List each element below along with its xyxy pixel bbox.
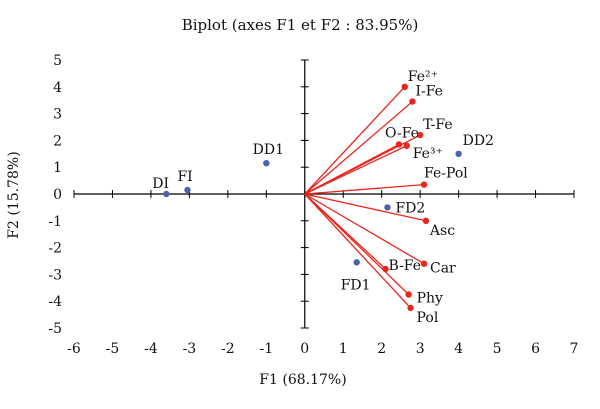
y-tick-label: -1 [48,214,62,230]
observation-point [163,190,170,198]
x-tick-label: 1 [339,341,348,357]
variable-point [403,142,410,149]
point-label: DD2 [463,133,494,149]
y-tick-label: 5 [53,53,62,69]
vector-Car [304,193,425,265]
y-tick-label: -2 [48,241,62,257]
variable-point [395,141,403,148]
vector-Fe²⁺ [304,86,406,195]
vector-Fe-Pol [304,183,425,195]
x-tick-label: -1 [259,341,273,357]
x-tick-label: 5 [493,341,502,357]
y-tick-label: 2 [53,133,62,149]
point-label: Fe³⁺ [413,146,443,162]
variable-vectors [304,86,427,309]
point-label: DD1 [253,142,284,158]
point-label: Asc [429,223,455,239]
observation-point [384,204,391,211]
point-label: FI [177,169,192,185]
point-label: Car [430,261,456,277]
variable-point [422,217,430,224]
point-labels: Fe²⁺I-Fe T-FeO-Fe Fe³⁺ Fe-Pol Asc B-Fe Car Phy P… [152,69,494,326]
variable-point [401,83,408,91]
y-tick-label: -3 [48,267,62,283]
observation-point [184,186,191,194]
observation-point [455,150,462,157]
variable-point [420,260,428,267]
variable-point [409,98,416,105]
x-tick-label: -5 [106,341,120,357]
vector-Fe³⁺ [304,145,407,195]
x-tick-label: -4 [144,341,158,357]
variable-point [382,265,389,273]
x-tick-label: -3 [183,341,197,357]
vector-Asc [304,193,427,222]
point-label: FD2 [395,200,425,216]
point-label: Pol [417,310,439,326]
y-tick-label: 4 [53,80,62,96]
y-tick-label: -4 [48,294,62,310]
point-label: T-Fe [423,117,453,133]
x-tick-label: 6 [531,341,540,357]
x-tick-label: 0 [300,341,309,357]
y-tick-label: 0 [53,187,62,203]
y-axis-title: F2 (15.78%) [6,151,22,238]
variable-point [420,181,428,188]
x-tick-label: 2 [377,341,386,357]
point-label: Fe²⁺ [408,69,438,85]
y-tick-label: -5 [48,321,62,337]
y-tick-label: 3 [53,107,62,123]
point-label: FD1 [341,277,371,293]
vector-Pol [304,193,412,309]
axes: -6 -5 -4 -3 -2 -1 0 1 2 3 4 5 6 7 5 4 3 2 1 0 -1 -2 -3 -4 -5 [48,53,578,357]
chart-title: Biplot (axes F1 et F2 : 83.95%) [182,16,419,34]
point-label: O-Fe [385,125,419,141]
point-label: I-Fe [415,84,443,100]
x-tick-label: 3 [416,341,425,357]
x-axis-title: F1 (68.17%) [259,372,346,388]
point-label: Phy [417,291,443,307]
variable-point [416,131,424,139]
vector-I-Fe [304,101,413,195]
data-points [163,83,462,312]
observation-point [263,159,270,167]
vector-Phy [304,193,410,295]
point-label: DI [152,176,169,192]
x-tick-label: -6 [67,341,81,357]
x-tick-label: 4 [454,341,463,357]
observation-point [353,259,360,266]
variable-point [405,291,412,298]
x-tick-label: 7 [570,341,579,357]
vector-O-Fe [304,143,400,195]
y-tick-label: 1 [53,160,62,176]
x-tick-label: -2 [221,341,235,357]
point-label: Fe-Pol [424,166,468,182]
variable-point [407,304,414,312]
point-label: B-Fe [389,258,422,274]
